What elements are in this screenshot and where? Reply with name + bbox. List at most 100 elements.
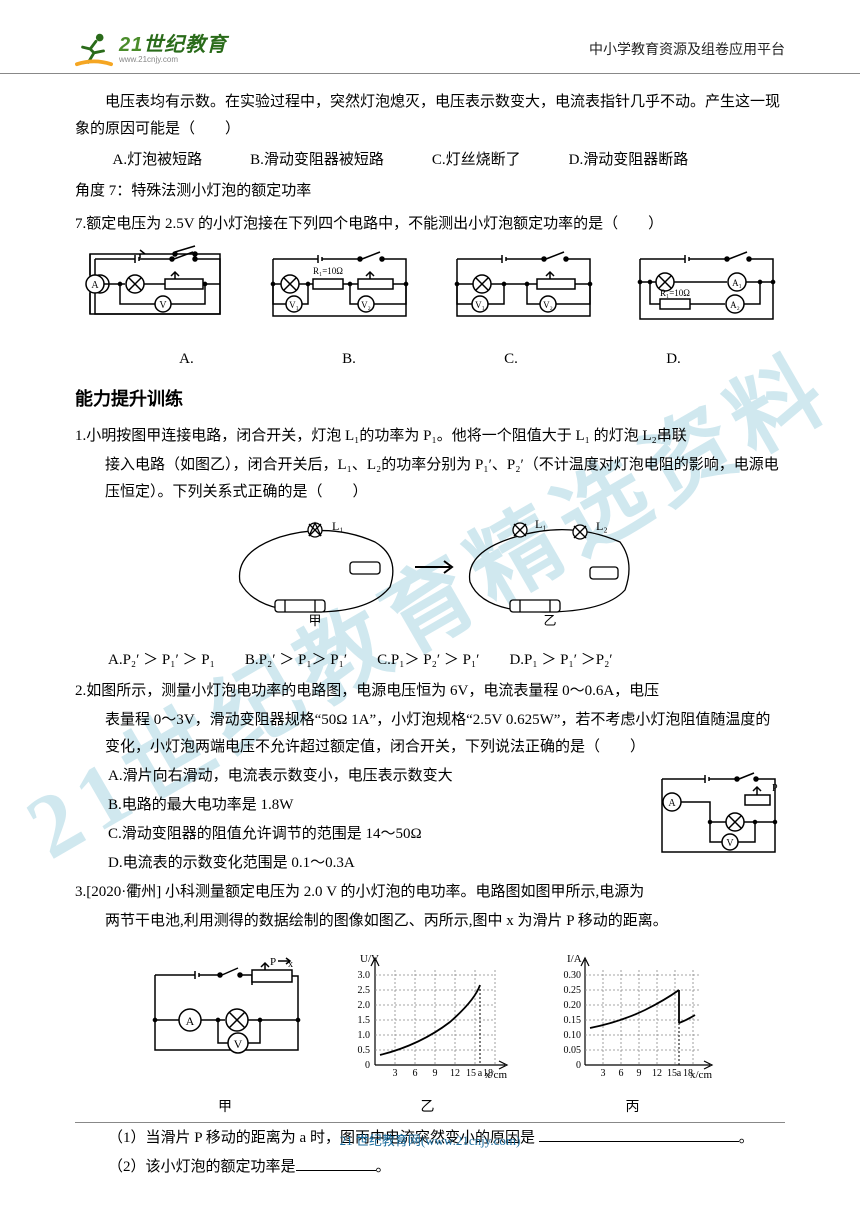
aq3-circuit: P x A V xyxy=(140,955,310,1085)
svg-text:V₂: V₂ xyxy=(543,300,553,310)
q7-label-a: A. xyxy=(179,346,194,373)
svg-text:0.5: 0.5 xyxy=(358,1045,371,1056)
aq2-line1: 2.如图所示，测量小灯泡电功率的电路图，电源电压恒为 6V，电流表量程 0～0.… xyxy=(75,678,785,705)
svg-text:9: 9 xyxy=(433,1068,438,1079)
svg-text:a: a xyxy=(478,1068,483,1079)
svg-text:V: V xyxy=(159,300,167,311)
svg-text:x/cm: x/cm xyxy=(690,1069,712,1081)
svg-text:V₁: V₁ xyxy=(475,300,485,310)
svg-text:甲: 甲 xyxy=(308,613,321,627)
aq3-sub2: （2）该小灯泡的额定功率是。 xyxy=(75,1154,785,1181)
aq3-label-jia: 甲 xyxy=(140,1095,310,1120)
svg-text:0.25: 0.25 xyxy=(564,985,582,996)
aq3-figures: P x A V xyxy=(75,950,785,1119)
svg-text:12: 12 xyxy=(450,1068,460,1079)
q-prelude: 电压表均有示数。在实验过程中，突然灯泡熄灭，电压表示数变大，电流表指针几乎不动。… xyxy=(75,89,785,143)
svg-text:V₁: V₁ xyxy=(290,300,300,310)
aq3-chart-u: U/V x/cm 0 0.5 1.0 1.5 2.0 2.5 xyxy=(340,950,515,1085)
logo-text-main: 21世纪教育 xyxy=(119,34,227,56)
angle-7-title: 角度 7：特殊法测小灯泡的额定功率 xyxy=(75,178,785,205)
svg-text:V: V xyxy=(726,838,734,849)
aq1-line2: 接入电路（如图乙），闭合开关后，L₁、L₂的功率分别为 P₁′、P₂′（不计温度… xyxy=(105,452,785,506)
runner-icon xyxy=(75,30,113,68)
svg-text:0.20: 0.20 xyxy=(564,1000,582,1011)
aq3-line1: 3.[2020·衢州] 小科测量额定电压为 2.0 V 的小灯泡的电功率。电路图… xyxy=(75,879,785,906)
opt-c: C.灯丝烧断了 xyxy=(432,147,521,174)
svg-text:0.10: 0.10 xyxy=(564,1030,582,1041)
aq1-opt-b: B.P₂′ ＞ P₁＞ P₁′ xyxy=(245,647,347,674)
aq1-line1: 1.小明按图甲连接电路，闭合开关，灯泡 L₁的功率为 P₁。他将一个阻值大于 L… xyxy=(75,423,785,450)
q7-stem: 7.额定电压为 2.5V 的小灯泡接在下列四个电路中，不能测出小灯泡额定功率的是… xyxy=(75,211,785,238)
svg-text:I/A: I/A xyxy=(567,953,582,965)
aq3-line2: 两节干电池,利用测得的数据绘制的图像如图乙、丙所示,图中 x 为滑片 P 移动的… xyxy=(105,908,785,935)
svg-text:V₂: V₂ xyxy=(362,300,372,310)
svg-text:A: A xyxy=(668,798,676,809)
svg-text:A: A xyxy=(186,1014,195,1028)
aq3-label-yi: 乙 xyxy=(340,1095,515,1120)
opt-d: D.滑动变阻器断路 xyxy=(569,147,689,174)
svg-text:0: 0 xyxy=(365,1060,370,1071)
svg-text:R₁=10Ω: R₁=10Ω xyxy=(313,266,343,276)
svg-text:15: 15 xyxy=(466,1068,476,1079)
svg-text:R₁=10Ω: R₁=10Ω xyxy=(660,288,690,298)
aq3-chart-i: I/A x/cm 0 0.05 0.10 0.15 0.20 0.25 xyxy=(545,950,720,1085)
svg-text:2.5: 2.5 xyxy=(358,985,371,996)
svg-text:0.30: 0.30 xyxy=(564,970,582,981)
svg-text:2.0: 2.0 xyxy=(358,1000,371,1011)
svg-text:18: 18 xyxy=(483,1068,493,1079)
logo: 21世纪教育 www.21cnjy.com xyxy=(75,30,227,68)
svg-text:P: P xyxy=(270,956,276,968)
svg-text:L₁: L₁ xyxy=(332,519,344,533)
svg-text:V: V xyxy=(234,1037,243,1051)
opt-a: A.灯泡被短路 xyxy=(113,147,203,174)
circuit-c: V₁ V₂ xyxy=(442,244,602,334)
q-prelude-options: A.灯泡被短路 B.滑动变阻器被短路 C.灯丝烧断了 D.滑动变阻器断路 xyxy=(75,147,785,174)
page-header: 21世纪教育 www.21cnjy.com 中小学教育资源及组卷应用平台 xyxy=(0,0,860,74)
svg-text:a: a xyxy=(677,1068,682,1079)
aq2-circuit: A P V xyxy=(650,767,785,867)
svg-text:18: 18 xyxy=(683,1068,693,1079)
section-title-ability: 能力提升训练 xyxy=(75,383,785,415)
svg-text:3.0: 3.0 xyxy=(358,970,371,981)
svg-text:乙: 乙 xyxy=(543,613,556,627)
svg-text:9: 9 xyxy=(637,1068,642,1079)
q7-circuits: A A xyxy=(75,244,785,344)
svg-text:L₁: L₁ xyxy=(535,517,547,531)
aq3-label-bing: 丙 xyxy=(545,1095,720,1120)
header-right-text: 中小学教育资源及组卷应用平台 xyxy=(589,30,785,63)
aq1-opt-d: D.P₁ ＞ P₁′ ＞P₂′ xyxy=(509,647,612,674)
svg-text:A₁: A₁ xyxy=(732,278,742,288)
svg-text:1.5: 1.5 xyxy=(358,1015,371,1026)
aq1-options: A.P₂′ ＞ P₁′ ＞ P₁ B.P₂′ ＞ P₁＞ P₁′ C.P₁＞ P… xyxy=(75,647,785,674)
svg-text:0: 0 xyxy=(576,1060,581,1071)
svg-text:1.0: 1.0 xyxy=(358,1030,371,1041)
svg-text:0.15: 0.15 xyxy=(564,1015,582,1026)
footer-text: 21 世纪教育网(www.21cnjy.com) xyxy=(340,1133,521,1148)
circuit-d: A₁ R₁=10Ω A₂ xyxy=(625,244,785,334)
aq1-opt-c: C.P₁＞ P₂′ ＞ P₁′ xyxy=(377,647,479,674)
svg-text:15: 15 xyxy=(667,1068,677,1079)
svg-text:U/V: U/V xyxy=(360,953,379,965)
svg-text:3: 3 xyxy=(601,1068,606,1079)
circuit-b: R₁=10Ω V₁ V₂ xyxy=(258,244,418,334)
svg-text:A₂: A₂ xyxy=(730,300,740,310)
q7-label-d: D. xyxy=(666,346,681,373)
svg-text:12: 12 xyxy=(652,1068,662,1079)
opt-b: B.滑动变阻器被短路 xyxy=(250,147,384,174)
svg-text:L₂: L₂ xyxy=(596,519,608,533)
logo-text-sub: www.21cnjy.com xyxy=(119,56,227,65)
svg-text:P: P xyxy=(772,783,778,794)
aq1-opt-a: A.P₂′ ＞ P₁′ ＞ P₁ xyxy=(108,647,215,674)
circuit-a: A A xyxy=(75,244,235,334)
svg-text:6: 6 xyxy=(619,1068,624,1079)
svg-text:3: 3 xyxy=(393,1068,398,1079)
page-footer: 21 世纪教育网(www.21cnjy.com) xyxy=(75,1122,785,1152)
q7-labels: A. B. C. D. xyxy=(75,346,785,373)
svg-text:0.05: 0.05 xyxy=(564,1045,582,1056)
aq2-line2: 表量程 0～3V，滑动变阻器规格“50Ω 1A”，小灯泡规格“2.5V 0.62… xyxy=(105,707,785,761)
svg-text:6: 6 xyxy=(413,1068,418,1079)
aq1-figure: L₁ 甲 L₁ L₂ 乙 xyxy=(75,512,785,637)
q7-label-c: C. xyxy=(504,346,518,373)
q7-label-b: B. xyxy=(342,346,356,373)
blank-2 xyxy=(296,1154,376,1171)
